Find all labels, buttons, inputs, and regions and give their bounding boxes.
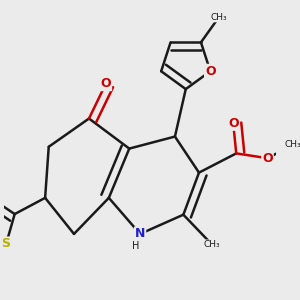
Text: O: O — [205, 65, 216, 78]
Text: H: H — [132, 242, 140, 251]
Text: S: S — [2, 237, 10, 250]
Text: CH₃: CH₃ — [284, 140, 300, 149]
Text: CH₃: CH₃ — [211, 13, 227, 22]
Text: O: O — [262, 152, 273, 165]
Text: N: N — [135, 227, 145, 240]
Text: O: O — [228, 117, 238, 130]
Text: O: O — [100, 77, 111, 90]
Text: CH₃: CH₃ — [204, 240, 220, 249]
